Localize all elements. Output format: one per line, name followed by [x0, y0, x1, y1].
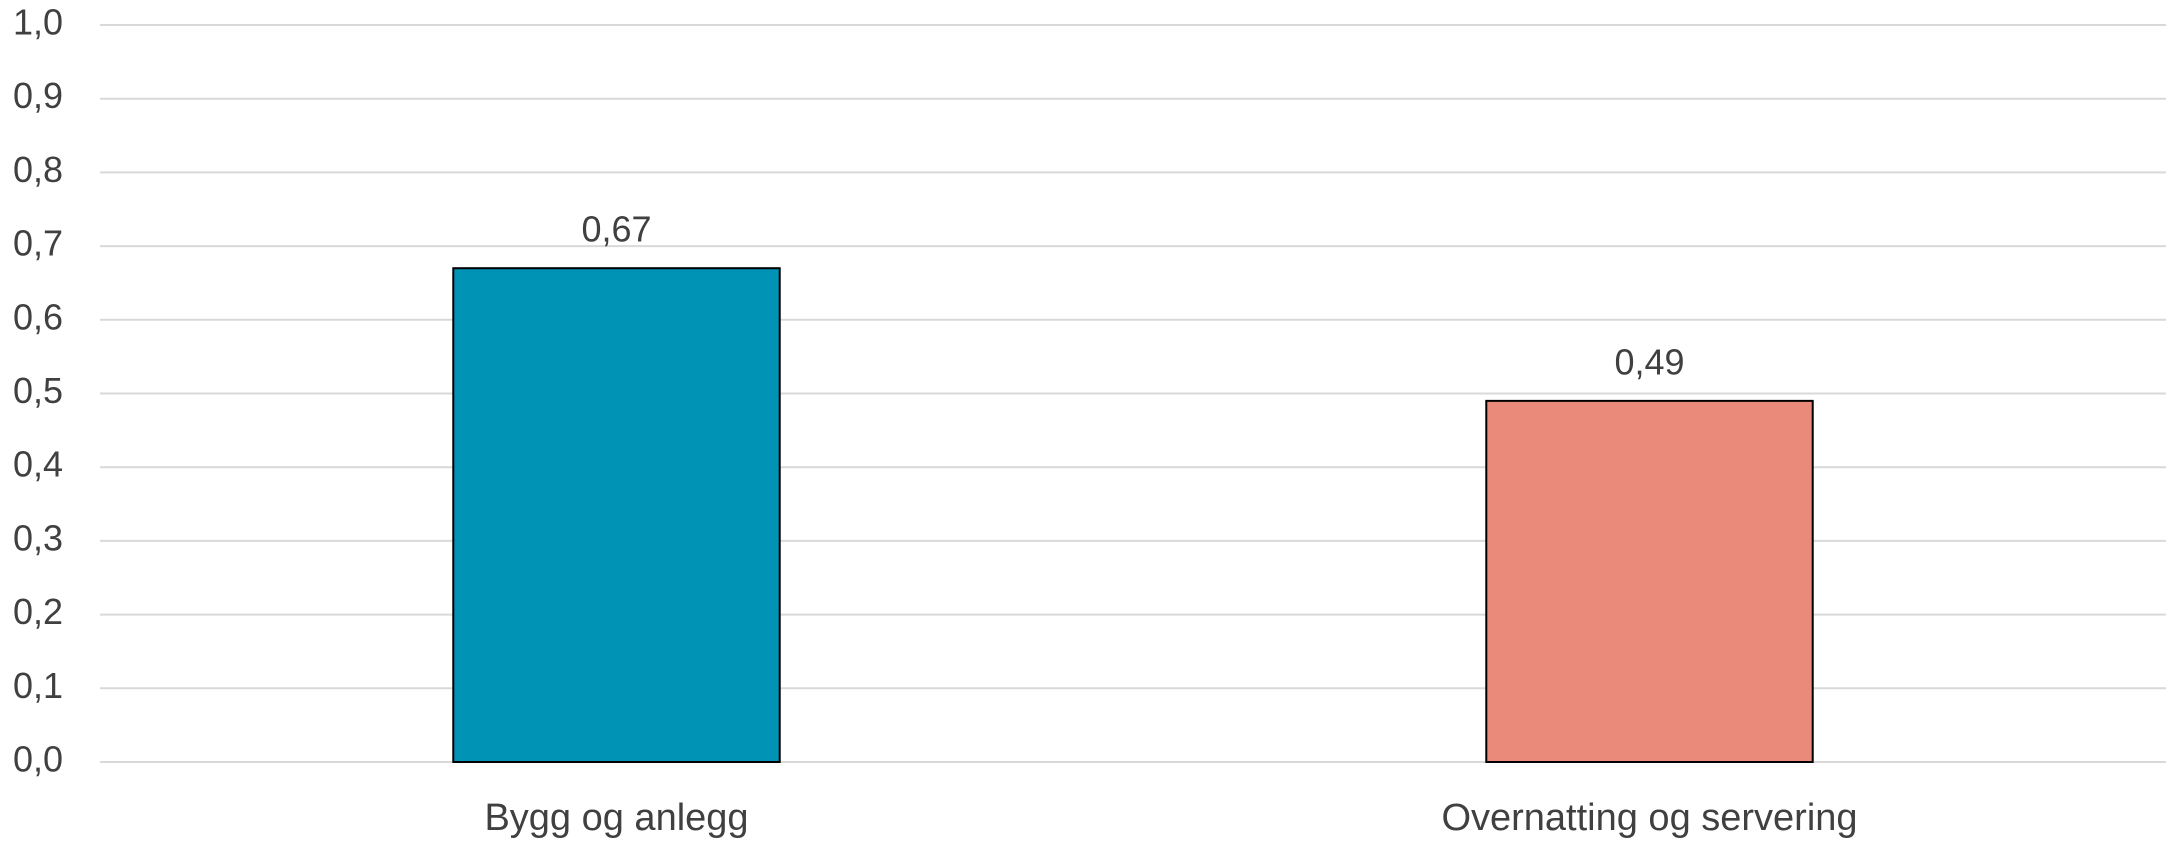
y-tick-label: 0,3	[13, 517, 63, 558]
value-label: 0,67	[581, 209, 651, 250]
y-tick-label: 0,6	[13, 296, 63, 337]
y-tick-label: 0,4	[13, 444, 63, 485]
x-tick-label: Bygg og anlegg	[484, 797, 748, 839]
bar	[1485, 399, 1814, 763]
y-tick-label: 0,2	[13, 591, 63, 632]
value-label: 0,49	[1614, 341, 1684, 382]
y-tick-label: 1,0	[13, 2, 63, 43]
y-tick-label: 0,8	[13, 149, 63, 190]
bar	[452, 267, 781, 763]
y-tick-label: 0,0	[13, 739, 63, 780]
y-tick-label: 0,5	[13, 370, 63, 411]
y-tick-label: 0,1	[13, 665, 63, 706]
y-tick-label: 0,9	[13, 75, 63, 116]
y-tick-label: 0,7	[13, 223, 63, 264]
x-tick-label: Overnatting og servering	[1441, 797, 1857, 839]
